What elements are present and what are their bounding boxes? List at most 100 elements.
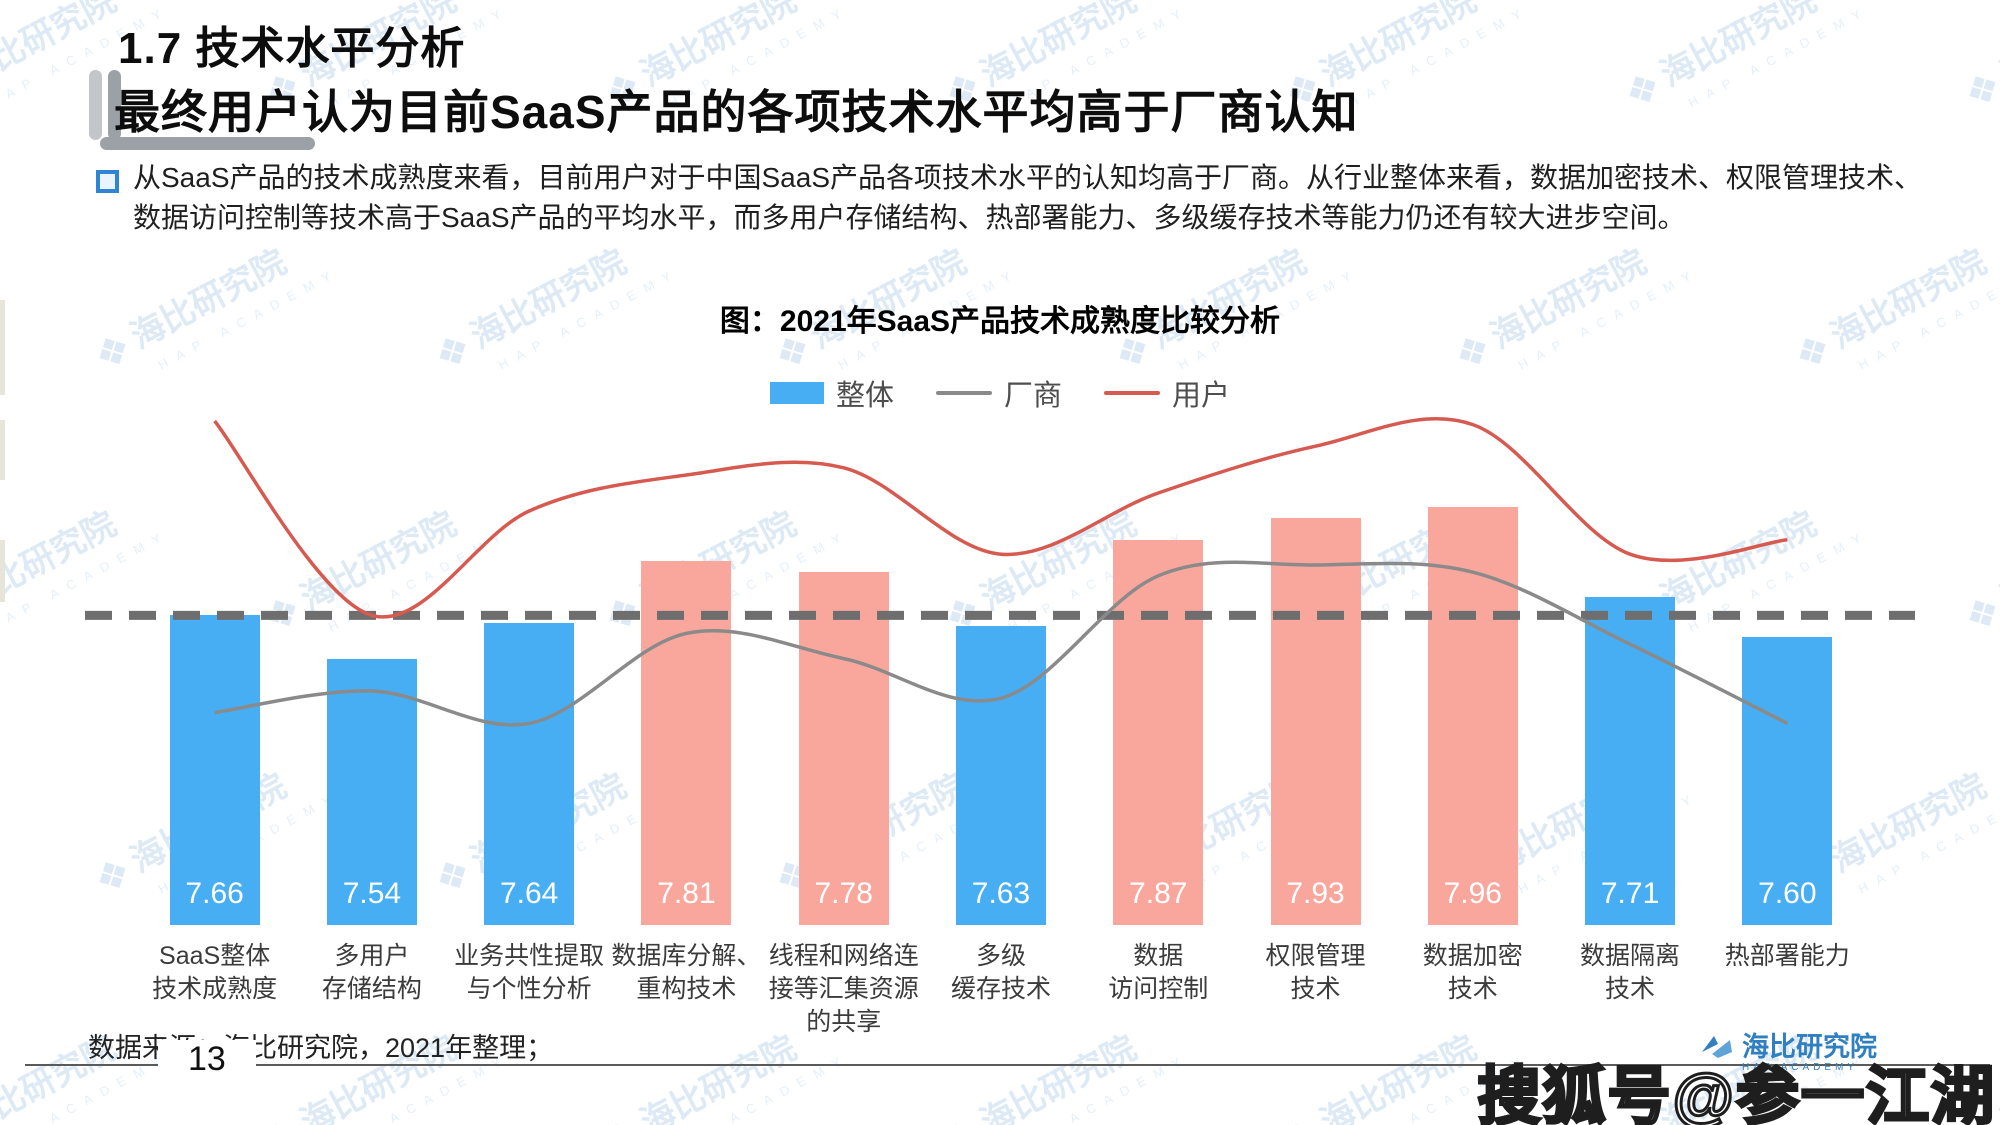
watermark-cube-icon: ❖ — [257, 1111, 309, 1125]
bar-column: 7.66 — [136, 330, 293, 925]
brand-logo-icon — [1702, 1036, 1732, 1058]
category-axis: SaaS整体 技术成熟度 多用户 存储结构 业务共性提取 与个性分析 数据库分解、 重… — [136, 940, 1866, 1039]
bar-column: 7.60 — [1709, 330, 1866, 925]
watermark-cube-icon: ❖ — [1957, 62, 2000, 119]
watermark-subtext: HAP ACADEMY — [665, 1049, 853, 1125]
bar-value-label: 7.66 — [185, 877, 244, 910]
legend-label: 整体 — [835, 380, 894, 412]
legend-swatch-vendor-line — [935, 391, 992, 395]
bar: 7.78 — [798, 572, 889, 925]
legend-label: 用户 — [1172, 380, 1231, 412]
bar: 7.54 — [326, 658, 417, 925]
legend-item-overall: 整体 — [769, 372, 894, 414]
bar-value-label: 7.63 — [971, 877, 1031, 910]
bullet-square-icon — [96, 170, 119, 193]
user-line — [213, 416, 1788, 619]
legend-item-user: 用户 — [1104, 372, 1230, 414]
watermark-cube-icon: ❖ — [597, 1111, 649, 1125]
watermark-text: 海比研究院 — [974, 1028, 1143, 1125]
edge-strip — [0, 420, 5, 480]
watermark-text: 海比研究院 — [1654, 0, 1823, 95]
bar-value-label: 7.96 — [1443, 877, 1502, 910]
category-label: 线程和网络连 接等汇集资源 的共享 — [768, 942, 919, 1036]
section-title: 1.7 技术水平分析 — [118, 24, 466, 73]
bar-column: 7.96 — [1394, 330, 1551, 925]
watermark-subtext: HAP ACADEMY — [1685, 1, 1873, 111]
bar-column: 7.63 — [922, 330, 1079, 925]
edge-strip — [0, 540, 5, 602]
legend-swatch-user-line — [1104, 391, 1160, 395]
line-layer — [85, 416, 1915, 727]
bar-column: 7.71 — [1551, 330, 1708, 925]
watermark-cube-icon: ❖ — [87, 848, 140, 905]
bar-value-label: 7.64 — [499, 877, 559, 910]
category-label: 热部署能力 — [1724, 942, 1850, 970]
watermark-cube-icon: ❖ — [1277, 1111, 1329, 1125]
category-label: 数据库分解、 重构技术 — [611, 942, 762, 1003]
bullet-text: 从SaaS产品的技术成熟度来看，目前用户对于中国SaaS产品各项技术水平的认知均… — [133, 162, 1922, 233]
category-label: 数据加密 技术 — [1422, 942, 1523, 1003]
decorative-underline — [100, 137, 315, 150]
bar: 7.64 — [484, 622, 575, 925]
bar-column: 7.64 — [451, 330, 608, 925]
bar-column: 7.78 — [765, 330, 922, 925]
chart-title: 图：2021年SaaS产品技术成熟度比较分析 — [719, 305, 1281, 338]
bar: 7.71 — [1585, 597, 1676, 925]
bar-value-label: 7.60 — [1758, 877, 1817, 910]
bar: 7.81 — [641, 561, 732, 925]
bar-value-label: 7.71 — [1600, 877, 1660, 910]
page-number: 13 — [158, 1040, 256, 1079]
bar: 7.63 — [955, 626, 1046, 925]
brand-logo: 海比研究院 HAP ACADEMY — [1700, 1032, 1877, 1073]
watermark-subtext: HAP ACADEMY — [1855, 787, 2000, 897]
brand-logo-subtext: HAP ACADEMY — [1742, 1062, 1859, 1073]
bar-value-label: 7.87 — [1129, 877, 1188, 910]
category-label: SaaS整体 技术成熟度 — [152, 942, 278, 1003]
category-label: 权限管理 技术 — [1265, 942, 1366, 1003]
watermark-text: 海比研究院 — [634, 1028, 803, 1125]
page-title: 最终用户认为目前SaaS产品的各项技术水平均高于厂商认知 — [114, 86, 1359, 138]
watermark-cube-icon: ❖ — [1957, 586, 2000, 643]
decorative-bar — [89, 70, 102, 140]
bar-value-label: 7.93 — [1286, 877, 1345, 910]
sohu-watermark: 搜狐号@参一江湖 — [1476, 1061, 1996, 1125]
chart-legend: 整体 厂商 用户 — [0, 372, 2000, 414]
watermark-text: 海比研究院 — [1994, 0, 2000, 95]
bar-value-label: 7.78 — [814, 877, 873, 910]
bar: 7.66 — [169, 615, 260, 925]
bar-column: 7.81 — [608, 330, 765, 925]
bar: 7.60 — [1742, 637, 1833, 925]
bar: 7.87 — [1113, 539, 1204, 925]
bar-group: 7.66 7.54 7.64 7.81 7.78 7.63 7.87 7.93 7.96 7.71… — [136, 330, 1866, 925]
watermark-cube-icon: ❖ — [1617, 62, 1670, 119]
edge-strip — [0, 300, 5, 395]
category-label: 多用户 存储结构 — [321, 942, 422, 1003]
watermark-cube-icon: ❖ — [937, 1111, 989, 1125]
brand-logo-text: 海比研究院 — [1742, 1032, 1877, 1062]
category-label: 多级 缓存技术 — [950, 942, 1051, 1003]
watermark-text: 海比研究院 — [1314, 1028, 1483, 1125]
watermark-text: 海比研究院 — [0, 504, 123, 619]
bar-column: 7.54 — [293, 330, 450, 925]
watermark-text: 海比研究院 — [0, 0, 123, 95]
category-label: 业务共性提取 与个性分析 — [454, 942, 605, 1003]
bar-column: 7.93 — [1237, 330, 1394, 925]
plot-area: 7.66 7.54 7.64 7.81 7.78 7.63 7.87 7.93 7.96 7.71… — [85, 330, 1915, 925]
bar-column: 7.87 — [1080, 330, 1237, 925]
watermark-text: 海比研究院 — [1994, 504, 2000, 619]
bar: 7.93 — [1270, 518, 1361, 925]
bar-value-label: 7.81 — [657, 877, 716, 910]
vendor-line — [214, 560, 1789, 727]
legend-swatch-bar — [769, 382, 824, 404]
decorative-bar — [108, 70, 121, 140]
footer-divider — [25, 1064, 1990, 1066]
bar: 7.96 — [1427, 507, 1518, 925]
legend-label: 厂商 — [1003, 380, 1062, 412]
bar-value-label: 7.54 — [342, 877, 402, 910]
watermark-subtext: HAP ACADEMY — [1005, 1049, 1193, 1125]
category-label: 数据隔离 技术 — [1580, 942, 1681, 1003]
watermark-subtext: HAP ACADEMY — [1345, 1, 1533, 111]
